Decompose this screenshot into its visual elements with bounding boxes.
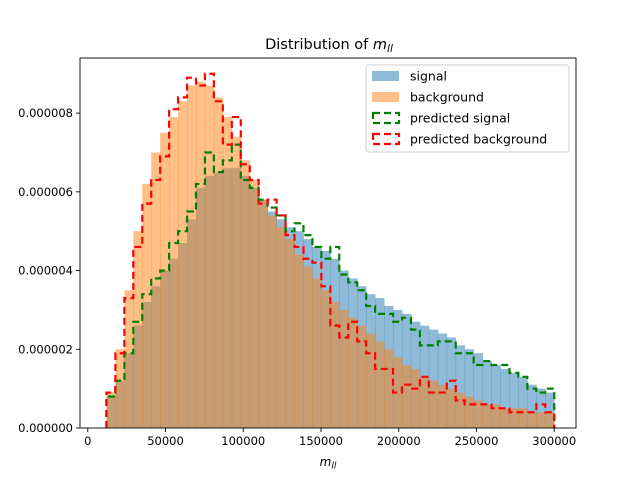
background-bar [204, 85, 215, 428]
signal-bar [482, 361, 492, 428]
signal-bar [437, 333, 448, 428]
background-bar [348, 317, 358, 428]
plot-frame [79, 57, 577, 429]
background-bar [536, 412, 546, 428]
background-bar [106, 392, 116, 428]
background-bar [303, 266, 313, 428]
background-bar [473, 400, 483, 428]
x-tick-label: 250000 [455, 434, 499, 448]
background-bar [410, 368, 421, 428]
background-bar [545, 412, 555, 428]
signal-bar [536, 388, 546, 428]
legend-swatch-background [372, 92, 399, 102]
y-axis: 0.000000 0.000002 0.000004 0.000006 0.000008 [18, 106, 80, 435]
x-tick-label: 100000 [221, 434, 265, 448]
background-bar [518, 408, 528, 428]
background-bar [276, 227, 286, 428]
y-tick-label: 0.000000 [18, 421, 73, 435]
signal-bar [455, 345, 466, 428]
x-tick-label: 200000 [377, 434, 421, 448]
legend-swatch-predicted-signal [371, 111, 401, 125]
signal-bar [428, 329, 439, 428]
background-bar [258, 199, 269, 428]
y-tick-label: 0.000006 [18, 185, 73, 199]
background-bar [178, 101, 188, 428]
signal-bar [473, 353, 483, 428]
background-bar [357, 325, 367, 428]
background-bar [366, 333, 376, 428]
background-bar [482, 404, 492, 428]
background-bar [419, 376, 430, 428]
y-tick-label: 0.000002 [18, 342, 73, 356]
legend-label-signal: signal [410, 69, 447, 84]
background-bar [142, 183, 152, 428]
background-bar [500, 408, 510, 428]
x-tick-label: 50000 [147, 434, 184, 448]
background-bar [267, 215, 277, 428]
background-bar [401, 365, 412, 428]
background-bar [312, 278, 322, 428]
background-bar [464, 396, 475, 428]
signal-bar [545, 392, 555, 428]
background-bar [213, 97, 224, 429]
background-bar [187, 85, 197, 428]
histogram-step-lines [105, 72, 556, 428]
background-bar [124, 290, 134, 428]
legend-label-predicted-signal: predicted signal [410, 111, 510, 126]
signal-bar [446, 337, 457, 428]
x-tick-label: 150000 [299, 434, 343, 448]
legend: signal background predicted signal predicte… [365, 64, 570, 153]
chart-title: Distribution of mll [265, 37, 393, 55]
legend-swatch-signal [372, 71, 399, 81]
background-bar [151, 152, 161, 428]
background-bar [169, 117, 179, 429]
background-bar [527, 412, 537, 428]
signal-bar [509, 372, 519, 428]
background-bar [321, 290, 331, 428]
legend-box [365, 64, 570, 153]
background-bar [509, 408, 519, 428]
background-bar [491, 404, 501, 428]
y-tick-label: 0.000008 [18, 106, 73, 120]
legend-swatch-predicted-background [371, 132, 401, 146]
background-bar [339, 309, 349, 428]
legend-label-background: background [410, 90, 484, 105]
background-bar [249, 180, 260, 428]
signal-bar [518, 376, 528, 428]
background-bar [231, 136, 242, 429]
signal-bar [464, 349, 475, 428]
signal-bar [527, 384, 537, 428]
signal-bar [491, 365, 501, 428]
background-bar [446, 388, 457, 428]
signal-bar [500, 368, 510, 428]
background-bar [428, 380, 439, 428]
x-axis-label: mll [320, 455, 337, 472]
background-bar [195, 81, 206, 429]
background-bar [393, 357, 403, 428]
legend-label-predicted-background: predicted background [410, 132, 547, 147]
background-bar [294, 254, 304, 428]
x-axis: 0 50000 100000 150000 200000 250000 300000 [84, 428, 576, 448]
background-bar [240, 160, 251, 428]
background-bars [106, 81, 555, 429]
background-bar [115, 349, 125, 428]
background-bar [330, 302, 340, 428]
histogram-bars [106, 81, 555, 429]
predicted-background-step-line [105, 72, 556, 428]
background-bar [437, 384, 448, 428]
x-tick-label: 300000 [532, 434, 576, 448]
background-bar [375, 341, 385, 428]
background-bar [222, 117, 233, 429]
background-bar [160, 132, 170, 428]
background-bar [384, 349, 394, 428]
predicted-signal-step-line [105, 143, 556, 428]
background-bar [455, 392, 466, 428]
x-tick-label: 0 [84, 434, 91, 448]
background-bar [133, 231, 143, 428]
background-bar [285, 239, 295, 428]
y-tick-label: 0.000004 [18, 264, 73, 278]
